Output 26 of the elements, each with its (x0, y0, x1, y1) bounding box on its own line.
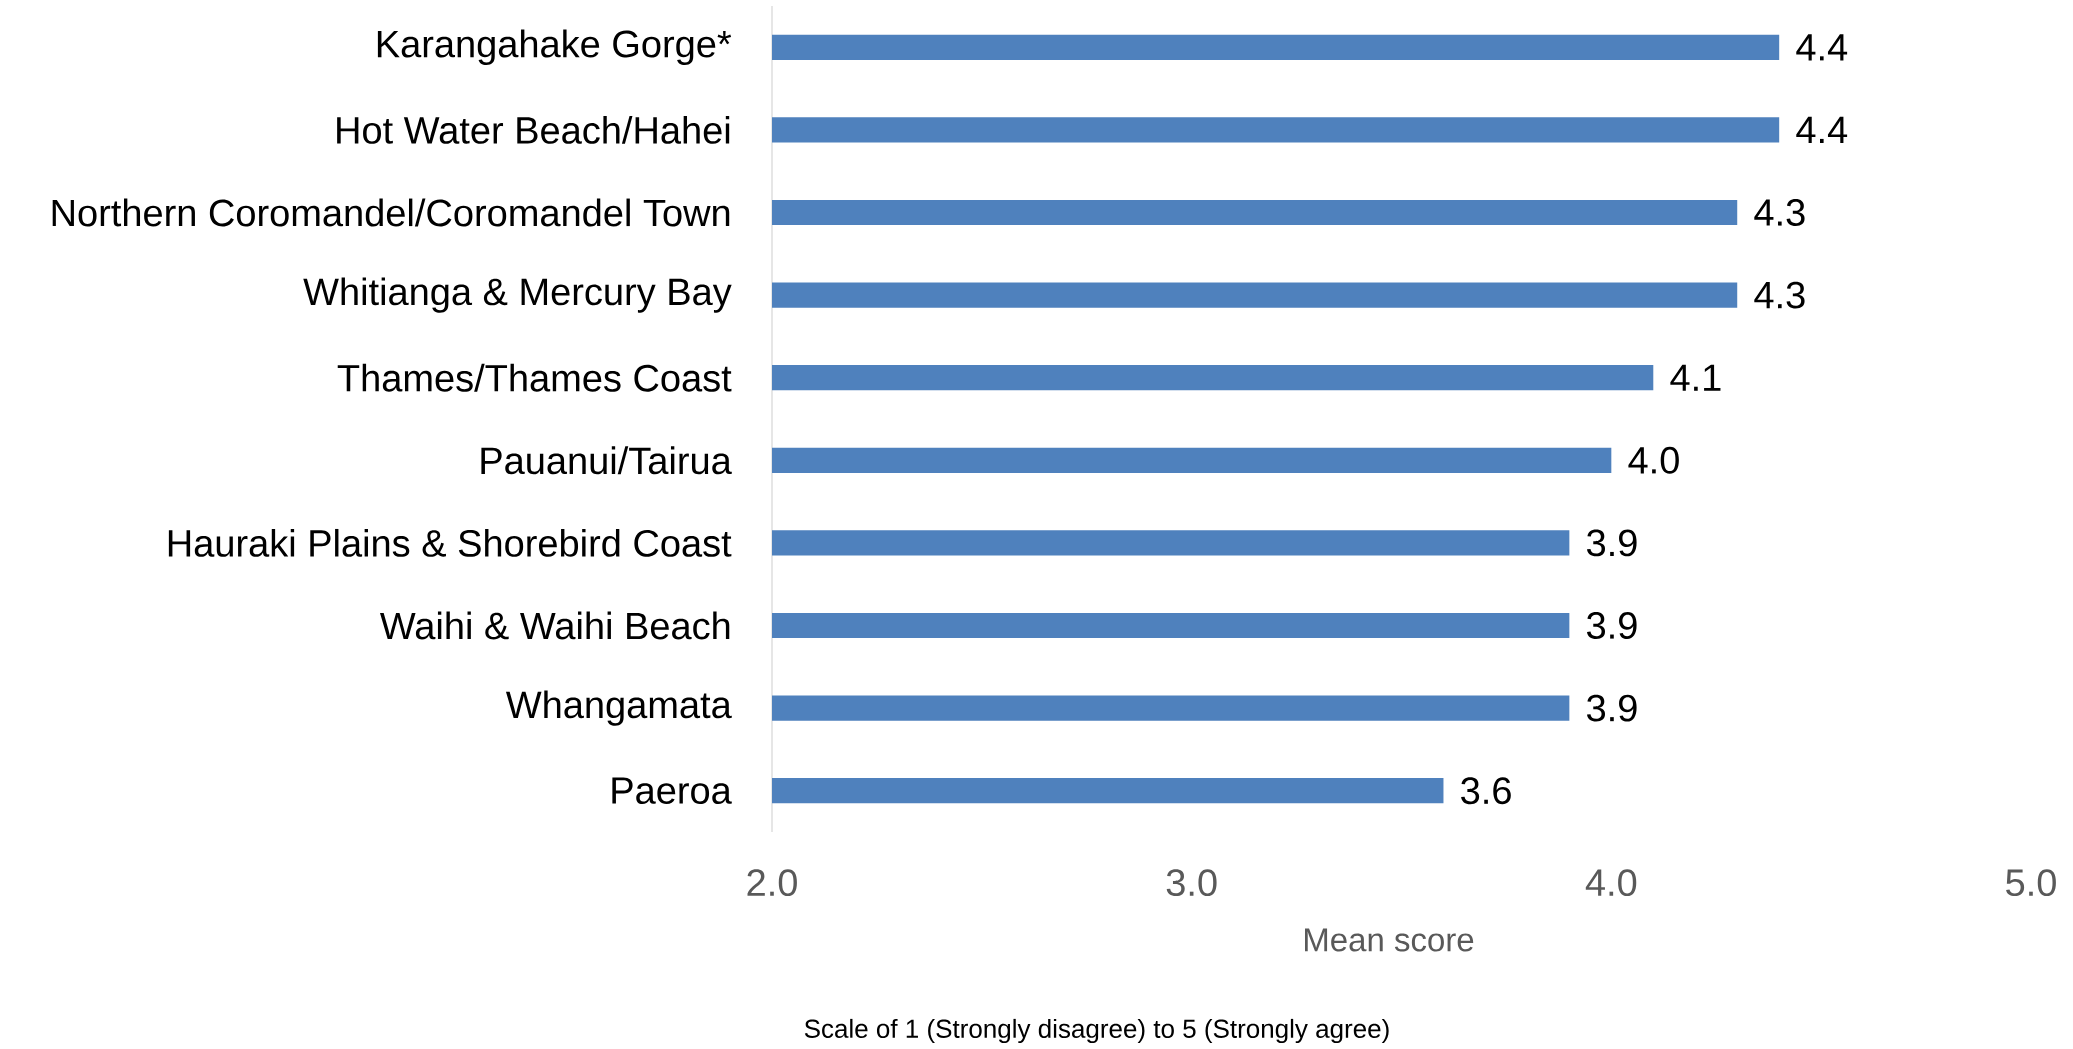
data-label: 3.6 (1461, 777, 1511, 805)
y-tick-label: Waihi & Waihi Beach (379, 611, 730, 640)
data-label: 4.3 (1754, 199, 1805, 226)
x-tick-label: 4.0 (1585, 869, 1637, 897)
data-label: 3.9 (1587, 612, 1637, 639)
y-tick-label: Hauraki Plains & Shorebird Coast (168, 528, 732, 557)
data-label: 4.4 (1796, 34, 1848, 61)
data-label: 4.3 (1754, 281, 1805, 309)
x-tick-label: 2.0 (747, 869, 797, 897)
y-tick-label: Thames/Thames Coast (337, 363, 732, 392)
y-tick-label: Northern Coromandel/Coromandel Town (52, 198, 730, 227)
x-tick-label: 5.0 (2006, 869, 2056, 897)
x-axis-title: Mean score (1305, 928, 1474, 952)
data-label: 3.9 (1587, 529, 1637, 557)
y-tick-label: Paeroa (612, 777, 732, 804)
text: Scale of 1 (Strongly disagree) to 5 (Strongly agree) (804, 1018, 1389, 1044)
data-label: 3.9 (1587, 694, 1637, 722)
data-label: 4.1 (1670, 364, 1721, 391)
y-tick-label: Whitianga & Mercury Bay (303, 277, 732, 313)
data-label: 4.0 (1628, 446, 1679, 474)
y-tick-label: Pauanui/Tairua (481, 446, 732, 475)
y-tick-label: Karangahake Gorge* (377, 29, 732, 66)
y-tick-label: Hot Water Beach/Hahei (337, 115, 730, 144)
y-tick-label: Whangamata (505, 690, 732, 726)
x-tick-label: 3.0 (1166, 869, 1217, 897)
data-label: 4.4 (1796, 116, 1848, 143)
